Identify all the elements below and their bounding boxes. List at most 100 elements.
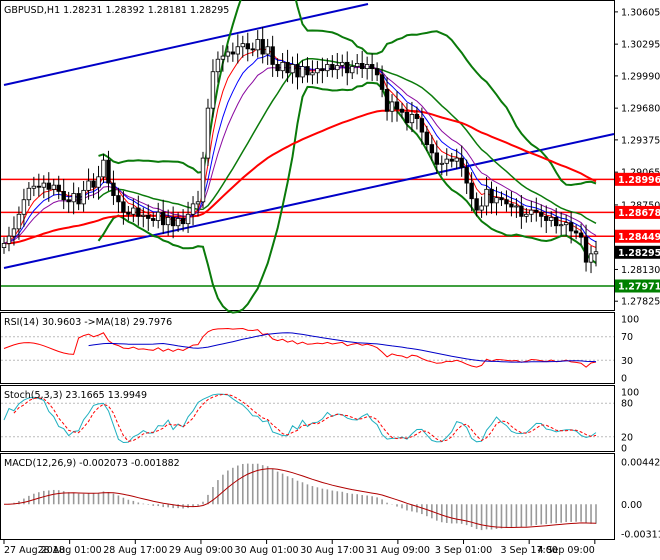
candle-body[interactable] — [66, 199, 71, 203]
candle-body[interactable] — [131, 207, 136, 215]
candle-body[interactable] — [56, 184, 61, 192]
candle-body[interactable] — [568, 222, 574, 232]
candle-body[interactable] — [539, 211, 544, 217]
candle-body[interactable] — [325, 64, 330, 72]
candle-body[interactable] — [305, 66, 310, 76]
candle-body[interactable] — [514, 205, 519, 208]
candle-body[interactable] — [364, 64, 370, 70]
candle-body[interactable] — [235, 46, 241, 55]
candle-body[interactable] — [31, 185, 37, 189]
candle-body[interactable] — [6, 235, 12, 244]
macd-plot-area[interactable] — [3, 463, 597, 531]
candle-body[interactable] — [504, 199, 509, 205]
candle-body[interactable] — [46, 182, 51, 190]
candle-body[interactable] — [563, 222, 569, 226]
candle-body[interactable] — [126, 211, 131, 215]
candle-body[interactable] — [394, 101, 400, 110]
candle-body[interactable] — [91, 180, 96, 188]
candle-body[interactable] — [230, 51, 236, 55]
candle-body[interactable] — [170, 217, 176, 227]
candle-body[interactable] — [534, 209, 539, 213]
candle-body[interactable] — [335, 65, 340, 71]
candle-body[interactable] — [374, 68, 380, 76]
candle-body[interactable] — [424, 131, 430, 145]
candle-body[interactable] — [474, 198, 479, 211]
candle-body[interactable] — [265, 46, 270, 55]
candle-body[interactable] — [81, 189, 86, 205]
candle-body[interactable] — [439, 162, 444, 165]
candle-body[interactable] — [205, 107, 211, 159]
candle-body[interactable] — [195, 201, 201, 205]
candle-body[interactable] — [250, 48, 255, 51]
candle-body[interactable] — [479, 205, 484, 211]
candle-body[interactable] — [459, 157, 464, 168]
candle-body[interactable] — [180, 218, 186, 225]
candle-body[interactable] — [71, 193, 76, 203]
candle-body[interactable] — [185, 213, 191, 225]
candle-body[interactable] — [499, 197, 504, 201]
candle-body[interactable] — [524, 213, 529, 217]
candle-body[interactable] — [210, 71, 216, 109]
candle-body[interactable] — [225, 51, 231, 57]
candle-body[interactable] — [96, 176, 101, 188]
candle-body[interactable] — [270, 46, 275, 65]
candle-body[interactable] — [350, 66, 355, 74]
candle-body[interactable] — [51, 184, 56, 190]
candle-body[interactable] — [260, 39, 265, 55]
candle-body[interactable] — [41, 182, 46, 188]
candle-body[interactable] — [434, 152, 440, 165]
candle-body[interactable] — [444, 158, 449, 164]
candle-body[interactable] — [464, 167, 469, 184]
candle-body[interactable] — [549, 217, 554, 221]
candle-body[interactable] — [558, 224, 564, 227]
candle-body[interactable] — [588, 253, 594, 263]
candle-body[interactable] — [36, 185, 42, 188]
candle-body[interactable] — [146, 214, 151, 219]
candle-body[interactable] — [255, 39, 260, 51]
candle-body[interactable] — [240, 43, 245, 48]
candle-body[interactable] — [345, 61, 350, 74]
candle-body[interactable] — [404, 111, 410, 124]
upper-trendline[interactable] — [3, 3, 369, 86]
candle-body[interactable] — [290, 64, 295, 74]
candle-body[interactable] — [519, 205, 524, 217]
candle-body[interactable] — [200, 157, 206, 203]
candle-body[interactable] — [190, 203, 196, 215]
candle-body[interactable] — [355, 63, 360, 67]
price-plot-area[interactable] — [1, 0, 615, 314]
candle-body[interactable] — [578, 232, 584, 238]
lower-trendline[interactable] — [3, 133, 615, 269]
candle-body[interactable] — [320, 68, 325, 72]
candle-body[interactable] — [379, 74, 385, 90]
candle-body[interactable] — [593, 251, 599, 255]
rsi-plot-area[interactable] — [1, 327, 614, 368]
candle-body[interactable] — [484, 188, 489, 207]
candle-body[interactable] — [141, 214, 146, 217]
candle-body[interactable] — [245, 43, 250, 50]
candle-body[interactable] — [1, 243, 7, 248]
candle-body[interactable] — [399, 108, 405, 113]
candle-body[interactable] — [330, 64, 335, 71]
candle-body[interactable] — [160, 211, 166, 226]
candle-body[interactable] — [11, 228, 17, 237]
candle-body[interactable] — [454, 157, 459, 162]
candle-body[interactable] — [121, 201, 126, 213]
candle-body[interactable] — [469, 182, 474, 200]
candle-body[interactable] — [583, 236, 589, 263]
candle-body[interactable] — [156, 211, 161, 221]
candle-body[interactable] — [449, 158, 454, 162]
candle-body[interactable] — [529, 209, 534, 215]
candle-body[interactable] — [544, 215, 549, 221]
candle-body[interactable] — [409, 113, 415, 124]
candle-body[interactable] — [76, 193, 81, 205]
candle-body[interactable] — [61, 191, 66, 201]
candle-body[interactable] — [359, 63, 365, 70]
candle-body[interactable] — [86, 180, 91, 191]
candle-body[interactable] — [106, 159, 111, 184]
candle-body[interactable] — [275, 64, 280, 72]
candle-body[interactable] — [295, 64, 300, 78]
candle-body[interactable] — [340, 61, 345, 66]
candle-body[interactable] — [151, 218, 156, 221]
candle-body[interactable] — [16, 213, 22, 230]
candle-body[interactable] — [554, 217, 559, 227]
